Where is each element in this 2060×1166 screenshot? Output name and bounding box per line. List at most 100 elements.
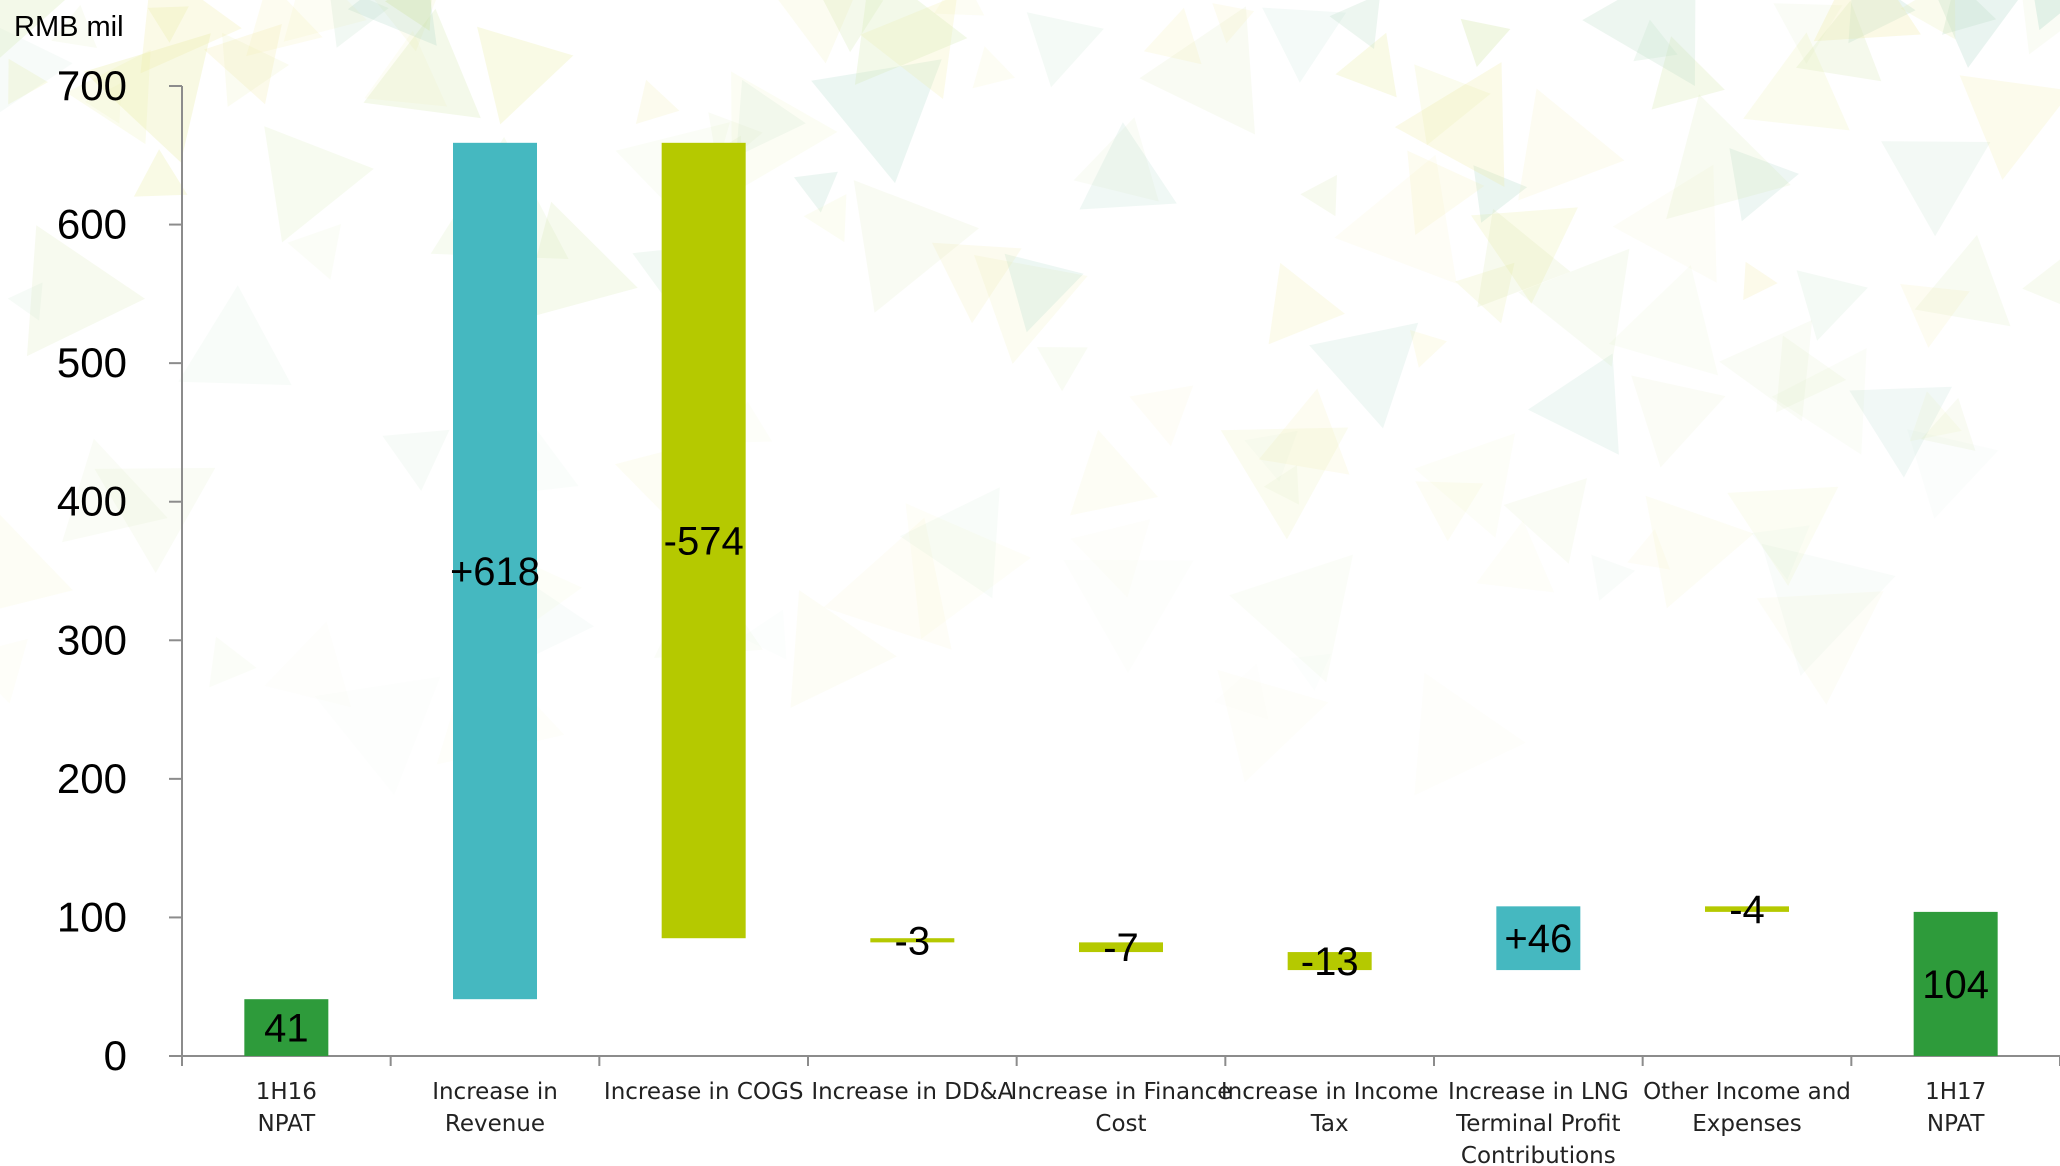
background-triangle: [1407, 150, 1485, 235]
background-triangle: [1415, 481, 1484, 542]
background-triangle: [1761, 543, 1896, 676]
data-label: +46: [1504, 917, 1572, 961]
background-triangle: [803, 194, 847, 243]
background-triangle: [1217, 669, 1329, 783]
background-triangle: [736, 79, 806, 157]
bar-decrease: [1287, 952, 1372, 971]
background-triangle: [1909, 391, 1962, 442]
background-triangle: [1268, 262, 1345, 345]
bar-decrease: [1079, 942, 1163, 953]
background-triangle: [1938, 0, 2019, 68]
background-triangle: [1064, 560, 1194, 673]
background-triangle: [83, 33, 211, 163]
background-triangle: [1471, 207, 1578, 304]
background-triangle: [932, 242, 1022, 324]
background-triangle: [1651, 36, 1725, 110]
bar-decrease: [661, 142, 746, 939]
background-triangle: [860, 0, 957, 99]
background-triangle: [147, 6, 189, 43]
background-triangle: [0, 514, 73, 609]
background-triangle: [1608, 265, 1718, 376]
background-triangle: [934, 0, 985, 16]
y-tick-label: 0: [104, 1032, 127, 1079]
background-triangle: [133, 149, 188, 197]
background-triangle: [140, 0, 242, 74]
background-triangle: [1503, 478, 1587, 564]
background-triangle: [853, 180, 979, 313]
background-triangle: [1004, 253, 1084, 333]
background-triangle: [1335, 32, 1397, 98]
background-triangle: [283, 0, 367, 42]
background-triangle: [1914, 234, 2011, 327]
background-triangle: [1796, 0, 1882, 82]
background-triangle: [1073, 117, 1159, 202]
background-triangle: [1220, 427, 1349, 540]
background-triangle: [364, 30, 447, 107]
background-triangle: [1394, 62, 1505, 187]
background-triangle: [1743, 261, 1778, 301]
background-triangle: [1813, 0, 1921, 42]
x-tick-label: Cost: [1095, 1111, 1146, 1137]
y-tick-label: 200: [57, 755, 127, 802]
background-triangle: [1627, 529, 1671, 570]
background-triangle: [315, 677, 441, 795]
x-axis: 1H16 NPAT Increase in Revenue Increase in CO…: [181, 1055, 2060, 1166]
background-triangle: [1212, 3, 1255, 44]
background-triangle: [1460, 18, 1511, 67]
background-triangle: [1900, 0, 1956, 40]
background-triangle: [1079, 122, 1177, 210]
background-triangle: [1942, 0, 1997, 35]
y-tick-label: 500: [57, 339, 127, 386]
background-triangle: [1776, 335, 1847, 413]
background-triangle: [1477, 208, 1571, 308]
data-label: 104: [1922, 963, 1989, 1007]
background-triangle: [27, 225, 145, 357]
background-triangle: [1633, 19, 1678, 62]
background-triangle: [823, 517, 952, 650]
background-triangle: [1414, 433, 1515, 538]
background-triangle: [1582, 0, 1696, 86]
background-triangle: [1262, 7, 1347, 83]
background-triangle: [178, 285, 292, 386]
background-triangle: [1026, 12, 1104, 88]
background-triangle: [2022, 0, 2060, 55]
background-triangle: [1518, 88, 1625, 201]
y-tick-label: 100: [57, 893, 127, 940]
background-triangle: [374, 0, 436, 52]
background-triangle: [1645, 495, 1754, 609]
background-triangle: [2022, 259, 2060, 305]
data-label: -574: [664, 520, 744, 564]
background-triangle: [94, 467, 216, 573]
x-tick-label: Terminal Profit: [1455, 1111, 1621, 1137]
background-triangle: [209, 636, 257, 688]
background-triangle: [1518, 248, 1630, 367]
background-triangle: [1300, 174, 1337, 217]
background-triangle: [520, 201, 638, 320]
background-triangle: [1473, 165, 1528, 223]
background-triangle: [1455, 262, 1515, 324]
background-triangle: [1773, 3, 1843, 65]
background-triangle: [382, 429, 450, 491]
bar-decrease: [1705, 906, 1789, 912]
x-tick-label: Tax: [1310, 1111, 1349, 1137]
data-label: -7: [1103, 926, 1139, 970]
data-label: 41: [264, 1007, 309, 1051]
background-triangle: [62, 438, 168, 543]
background-triangle: [1920, 397, 1976, 451]
background-triangle: [972, 46, 1015, 89]
background-triangle: [204, 24, 282, 105]
background-triangle: [363, 8, 481, 119]
background-triangle: [905, 503, 1031, 640]
background-triangle: [1329, 0, 1380, 49]
data-label: -13: [1301, 940, 1359, 984]
bar-increase: [1496, 906, 1581, 971]
x-tick-label: Increase in: [432, 1079, 558, 1105]
background-triangle: [264, 126, 374, 243]
background-triangle: [1729, 148, 1799, 222]
background-triangle: [1751, 525, 1810, 580]
x-tick-label: Increase in COGS: [604, 1079, 804, 1105]
background-triangle: [246, 0, 323, 57]
background-triangle: [1743, 32, 1850, 131]
